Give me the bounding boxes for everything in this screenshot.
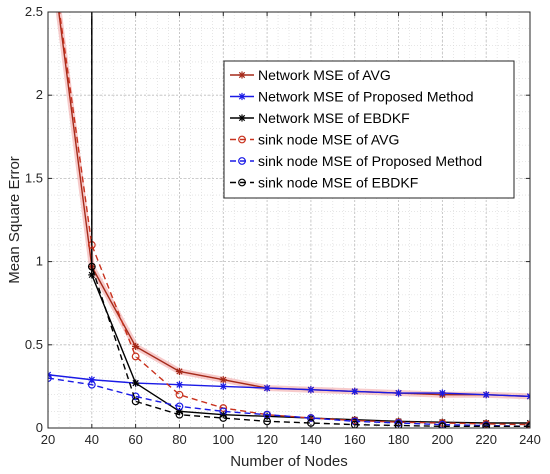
data-point xyxy=(175,410,184,419)
data-point xyxy=(219,404,228,412)
legend-entry-label: Network MSE of EBDKF xyxy=(258,110,410,126)
legend-swatch-marker xyxy=(238,178,246,187)
series-line-1 xyxy=(48,374,530,398)
data-point xyxy=(526,392,530,400)
data-point xyxy=(131,392,140,401)
x-tick-label: 40 xyxy=(85,432,99,447)
legend: Network MSE of AVG Network MSE of Propose… xyxy=(223,60,515,199)
x-tick-label: 140 xyxy=(300,432,322,447)
y-tick-label: 0 xyxy=(36,420,43,435)
x-tick-label: 160 xyxy=(344,432,366,447)
legend-box xyxy=(223,60,515,199)
x-tick-label: 200 xyxy=(432,432,454,447)
data-point xyxy=(219,382,227,390)
legend-swatch-marker xyxy=(238,157,246,165)
data-point xyxy=(175,402,184,411)
y-tick-label: 1 xyxy=(36,254,43,269)
data-point xyxy=(87,262,96,271)
x-tick-label: 220 xyxy=(475,432,497,447)
data-point xyxy=(394,421,403,428)
data-point xyxy=(263,384,271,392)
x-axis-label: Number of Nodes xyxy=(230,453,348,470)
data-point xyxy=(438,389,446,397)
legend-entry-label: Network MSE of AVG xyxy=(258,67,391,83)
data-point xyxy=(175,367,184,376)
y-axis-label: Mean Square Error xyxy=(6,156,23,284)
x-tick-label: 120 xyxy=(256,432,278,447)
data-point xyxy=(87,380,96,389)
data-point xyxy=(132,379,140,387)
series-line-5 xyxy=(91,12,530,428)
data-point xyxy=(438,422,447,428)
y-tick-label: 2.5 xyxy=(25,4,43,19)
series-line-2 xyxy=(91,12,530,424)
legend-swatch-marker xyxy=(238,92,246,101)
series-line-3 xyxy=(58,12,530,426)
data-point xyxy=(131,397,140,406)
series-line-4 xyxy=(48,377,530,428)
legend-entry-label: sink node MSE of AVG xyxy=(258,132,399,148)
data-point xyxy=(526,422,530,428)
legend-entry-label: sink node MSE of Proposed Method xyxy=(258,153,482,169)
data-point xyxy=(131,352,140,361)
x-tick-label: 20 xyxy=(41,432,55,447)
legend-swatch-marker xyxy=(238,135,246,144)
legend-entry-label: sink node MSE of EBDKF xyxy=(258,175,418,191)
legend-swatch-marker xyxy=(238,114,246,122)
data-point xyxy=(175,381,184,389)
x-tick-label: 240 xyxy=(519,432,541,447)
legend-swatch-marker xyxy=(238,71,246,79)
data-point xyxy=(394,389,403,397)
x-tick-labels: 20 40 60 80 100 120 140 160 180 200 220 240 xyxy=(41,432,541,447)
legend-entry-label: Network MSE of Proposed Method xyxy=(258,89,474,105)
data-point xyxy=(132,342,140,351)
data-point xyxy=(219,376,227,384)
data-point xyxy=(482,391,490,399)
plot-frame xyxy=(47,11,531,429)
data-point xyxy=(48,371,52,379)
x-tick-label: 60 xyxy=(128,432,142,447)
y-tick-labels: 0 0.5 1 1.5 2 2.5 xyxy=(25,4,43,435)
x-tick-label: 80 xyxy=(172,432,186,447)
x-tick-label: 180 xyxy=(388,432,410,447)
data-point xyxy=(175,390,184,399)
data-point xyxy=(351,387,359,395)
data-point xyxy=(307,414,315,422)
data-point xyxy=(219,414,228,422)
y-tick-label: 1.5 xyxy=(25,170,43,185)
axis-ticks xyxy=(47,11,531,429)
series-layer xyxy=(48,12,530,428)
y-tick-label: 2 xyxy=(36,87,43,102)
data-point xyxy=(88,271,96,279)
data-point xyxy=(482,422,491,428)
x-tick-label: 100 xyxy=(212,432,234,447)
data-point xyxy=(307,386,315,394)
y-tick-label: 0.5 xyxy=(25,337,43,352)
